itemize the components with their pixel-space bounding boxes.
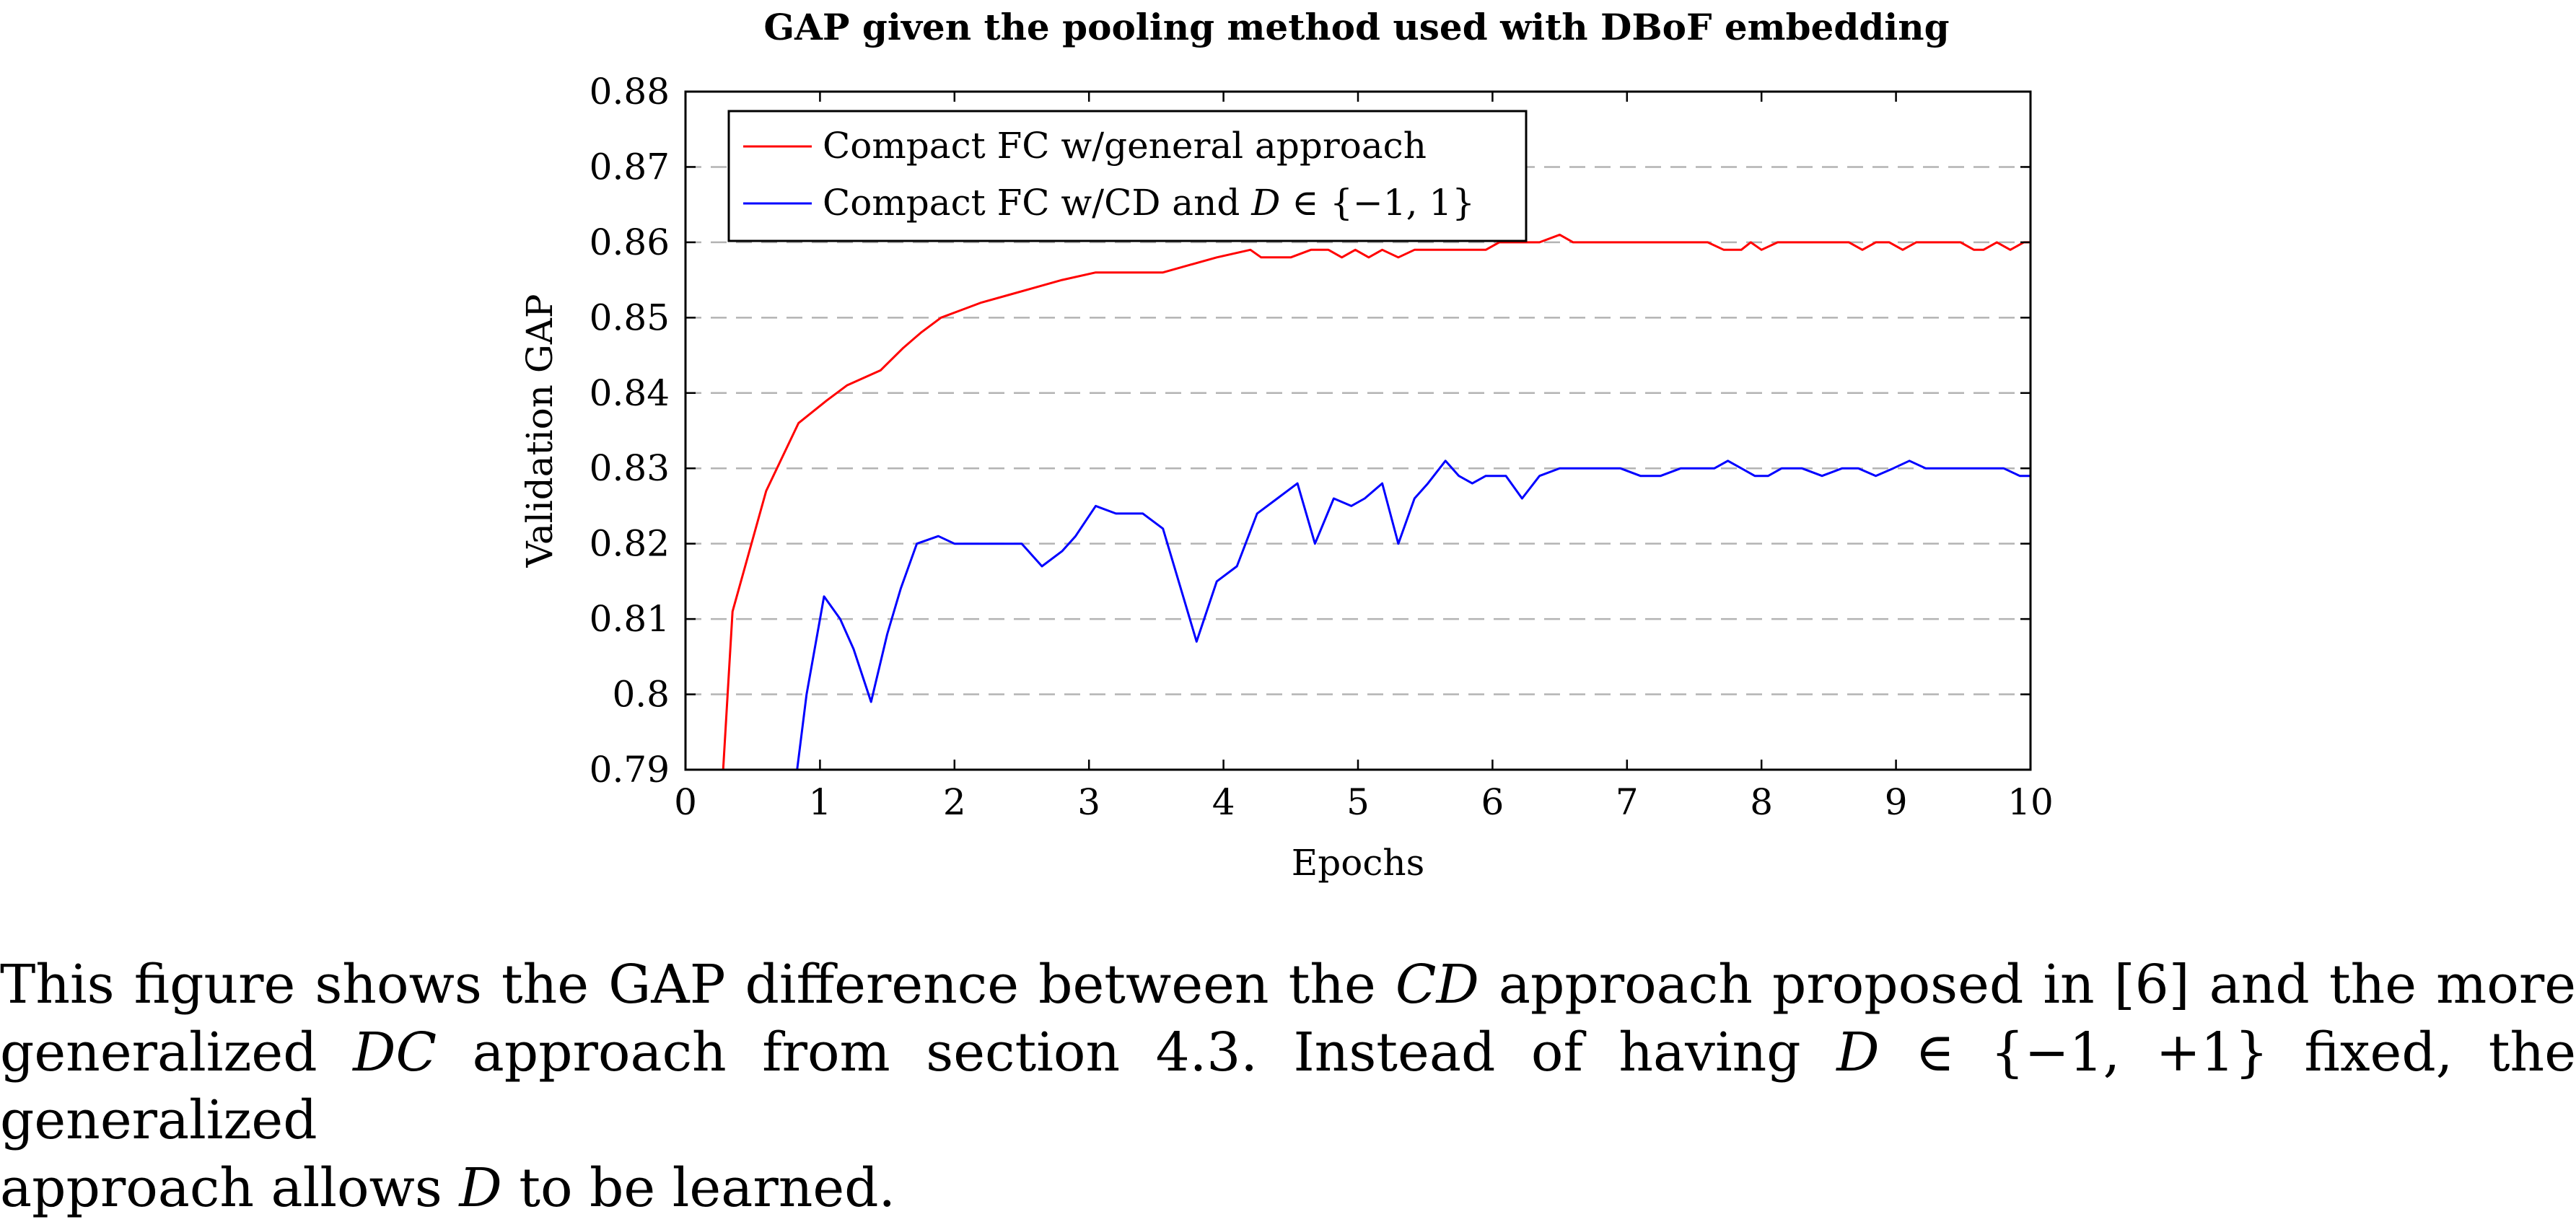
caption-line-1: This figure shows the GAP difference bet… — [0, 951, 2576, 1019]
series-layer — [722, 233, 2030, 770]
y-tick-label: 0.83 — [590, 447, 670, 489]
caption-line-2-var: DC — [353, 1021, 437, 1083]
x-tick-label: 0 — [674, 781, 697, 823]
caption-line-3-a: approach allows — [0, 1157, 460, 1219]
y-tick-label: 0.82 — [590, 523, 670, 565]
caption-line-2-c: ∈ {−1, +1} fixed, the generalized — [0, 1021, 2576, 1151]
caption-line-2-a: generalized — [0, 1021, 354, 1083]
y-tick-label: 0.81 — [590, 598, 670, 640]
grid-lines — [685, 166, 2030, 695]
x-tick-label: 10 — [2007, 781, 2054, 823]
x-tick-label: 6 — [1481, 781, 1504, 823]
y-tick-label: 0.84 — [590, 372, 670, 414]
caption-line-2-b: approach from section 4.3. Instead of ha… — [437, 1021, 1837, 1083]
legend-label-cd: Compact FC w/CD and D ∈ {−1, 1} — [823, 182, 1475, 224]
series-line-cd — [796, 460, 2030, 770]
x-tick-label: 7 — [1616, 781, 1639, 823]
figure-caption: This figure shows the GAP difference bet… — [0, 951, 2576, 1222]
legend-box — [727, 110, 1528, 242]
y-tick-label: 0.8 — [612, 674, 670, 716]
caption-line-2-var2: D — [1836, 1021, 1880, 1083]
caption-line-3-b: to be learned. — [501, 1157, 896, 1219]
y-axis-label: Validation GAP — [519, 294, 561, 568]
x-tick-label: 4 — [1212, 781, 1235, 823]
caption-line-1-b: approach proposed in [6] and the more — [1478, 954, 2576, 1016]
chart-title: GAP given the pooling method used with D… — [763, 6, 1949, 48]
x-axis-label: Epochs — [1292, 842, 1424, 884]
series-line-general-approach — [722, 233, 2030, 770]
legend-label-cd-suffix: ∈ {−1, 1} — [1280, 182, 1475, 224]
legend: Compact FC w/general approach Compact FC… — [727, 110, 1528, 242]
x-tick-label: 1 — [808, 781, 831, 823]
legend-label-cd-prefix: Compact FC w/CD and — [823, 182, 1251, 224]
axis-ticks: 0.79 0.8 0.81 0.82 0.83 0.84 0.85 0.86 0.87 0.88 0… — [590, 71, 2054, 823]
y-tick-label: 0.88 — [590, 71, 670, 113]
caption-line-3-var: D — [459, 1157, 502, 1219]
y-tick-label: 0.87 — [590, 146, 670, 188]
caption-line-2: generalized DC approach from section 4.3… — [0, 1019, 2576, 1154]
caption-line-3: approach allows D to be learned. — [0, 1154, 2576, 1222]
x-tick-label: 9 — [1885, 781, 1908, 823]
gap-line-chart: GAP given the pooling method used with D… — [519, 6, 2054, 884]
x-tick-label: 3 — [1077, 781, 1100, 823]
x-tick-label: 5 — [1346, 781, 1370, 823]
y-tick-label: 0.85 — [590, 296, 670, 338]
x-tick-label: 8 — [1750, 781, 1773, 823]
caption-line-1-var: CD — [1395, 954, 1479, 1016]
y-tick-label: 0.86 — [590, 221, 670, 263]
legend-label-cd-var: D — [1250, 182, 1280, 224]
y-tick-label: 0.79 — [590, 749, 670, 791]
x-tick-label: 2 — [943, 781, 966, 823]
legend-label-general: Compact FC w/general approach — [823, 125, 1427, 167]
caption-line-1-a: This figure shows the GAP difference bet… — [0, 954, 1396, 1016]
